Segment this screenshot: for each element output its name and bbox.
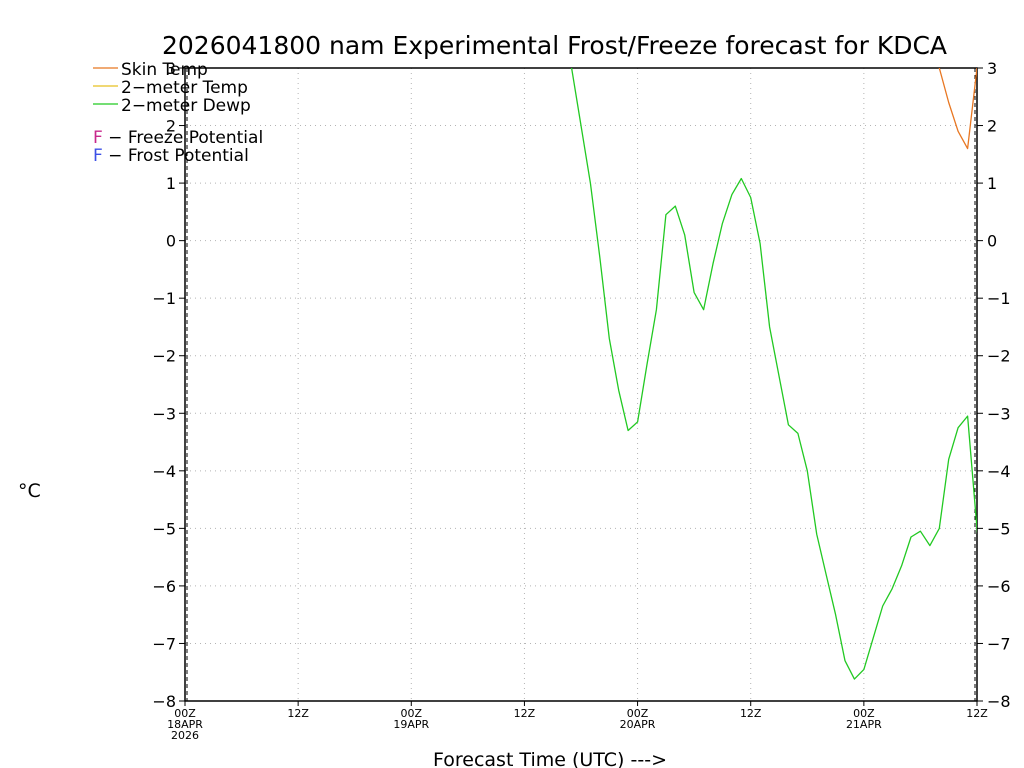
y-tick-label-right: −8 [987,692,1011,711]
chart-title: 2026041800 nam Experimental Frost/Freeze… [162,31,947,60]
x-axis-label: Forecast Time (UTC) ---> [433,749,667,768]
x-tick-label: 00Z [401,707,423,720]
y-tick-label-right: 1 [987,174,997,193]
legend-label: 2−meter Temp [121,78,248,98]
legend-marker-symbol: F [93,128,103,148]
y-tick-label-right: −2 [987,347,1011,366]
legend-label: Skin Temp [121,60,208,80]
x-tick-label: 21APR [846,718,882,731]
y-tick-label-left: −5 [152,519,176,538]
y-tick-label-right: −1 [987,289,1011,308]
x-tick-label: 12Z [514,707,536,720]
legend-marker-label: F − Frost Potential [93,146,249,166]
legend-marker-symbol: F [93,146,103,166]
y-tick-label-left: 1 [166,174,176,193]
y-tick-label-left: −7 [152,634,176,653]
y-tick-label-left: 2 [166,117,176,136]
y-tick-label-right: 0 [987,232,997,251]
y-axis-label: °C [18,480,41,502]
series-line-2-meter-dewp [570,68,977,680]
y-tick-label-left: −6 [152,577,176,596]
y-tick-label-left: −1 [152,289,176,308]
y-tick-label-left: −8 [152,692,176,711]
legend-marker-text: − Freeze Potential [103,128,263,148]
x-tick-label: 00Z [174,707,196,720]
series-line-skin-temp [938,68,977,150]
x-tick-label: 18APR [167,718,203,731]
y-tick-label-right: −6 [987,577,1011,596]
y-tick-label-left: −3 [152,404,176,423]
y-tick-label-left: 3 [166,59,176,78]
x-tick-label: 19APR [393,718,429,731]
x-tick-label: 12Z [966,707,988,720]
axis-ticks: 3 3 2 2 1 1 0 0 −1 −1 −2 −2 −3 −3 −4 −4 −5 −5 −6 −6 −7 −7 −8 −8… [152,59,1010,742]
y-tick-label-right: −4 [987,462,1011,481]
x-tick-label: 12Z [740,707,762,720]
y-tick-label-right: −3 [987,404,1011,423]
y-tick-label-right: 2 [987,117,997,136]
x-tick-label: 20APR [620,718,656,731]
legend-marker-label: F − Freeze Potential [93,128,263,148]
grid-lines [185,68,977,701]
x-tick-label: 12Z [287,707,309,720]
y-tick-label-right: −5 [987,519,1011,538]
legend-marker-text: − Frost Potential [103,146,249,166]
y-tick-label-right: −7 [987,634,1011,653]
y-tick-label-left: −2 [152,347,176,366]
y-tick-label-left: −4 [152,462,176,481]
series-group [570,68,977,680]
plot-frame [184,67,978,702]
legend-label: 2−meter Dewp [121,96,251,116]
x-tick-label: 00Z [853,707,875,720]
x-tick-label: 2026 [171,729,199,742]
y-tick-label-right: 3 [987,59,997,78]
y-tick-label-left: 0 [166,232,176,251]
x-tick-label: 00Z [627,707,649,720]
